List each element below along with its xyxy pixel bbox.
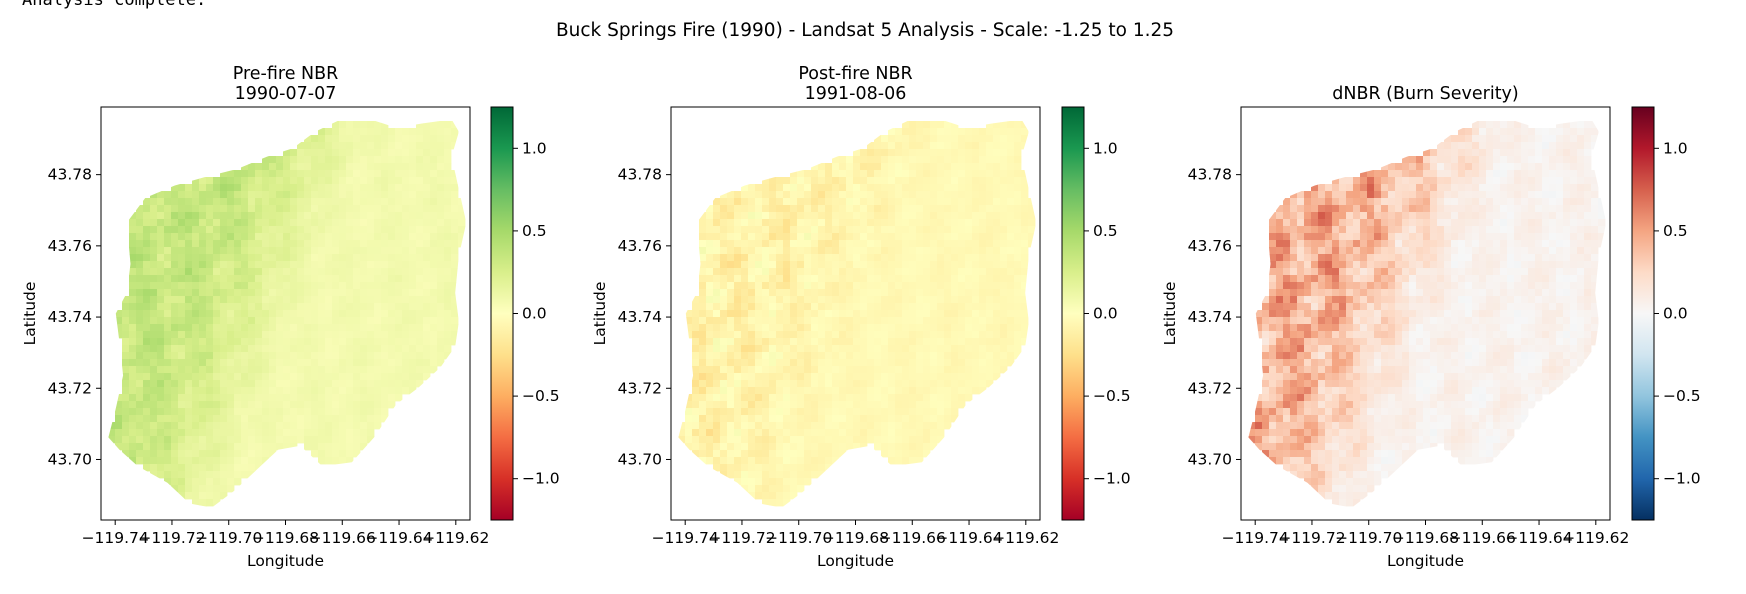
colorbar: [1631, 106, 1655, 521]
x-tick-label: −119.62: [992, 529, 1059, 547]
y-tick-label: 43.72: [618, 379, 662, 397]
y-tick-label: 43.78: [1188, 166, 1232, 184]
panel-title: 1991-08-06: [805, 84, 907, 104]
x-tick-label: −119.62: [422, 529, 489, 547]
y-tick-label: 43.72: [48, 379, 92, 397]
colorbar-tick-label: 0.0: [1663, 305, 1688, 323]
y-tick-label: 43.70: [48, 450, 92, 468]
colorbar-tick-label: 0.5: [1093, 222, 1118, 240]
x-axis-label: Longitude: [1387, 552, 1464, 570]
y-axis-label: Latitude: [591, 282, 609, 346]
x-tick-label: −119.66: [1449, 529, 1516, 547]
y-tick-label: 43.74: [48, 308, 92, 326]
colorbar-tick-label: 1.0: [1093, 139, 1118, 157]
colorbar-tick-label: 1.0: [1663, 139, 1688, 157]
colorbar-tick-label: −1.0: [1093, 470, 1131, 488]
panel-3: dNBR (Burn Severity) −119.74−119.72−119.7…: [1161, 84, 1701, 570]
burn-raster: [108, 121, 466, 507]
burn-raster: [1248, 121, 1606, 507]
y-tick-label: 43.76: [618, 237, 662, 255]
x-tick-label: −119.74: [1222, 529, 1289, 547]
x-tick-label: −119.68: [822, 529, 889, 547]
y-tick-label: 43.76: [48, 237, 92, 255]
panel-1: Pre-fire NBR1990-07-07−119.74−119.72−119…: [21, 64, 560, 570]
colorbar-tick-label: −0.5: [1093, 387, 1131, 405]
x-axis-label: Longitude: [247, 552, 324, 570]
x-tick-label: −119.62: [1562, 529, 1629, 547]
panel-2: Post-fire NBR1991-08-06−119.74−119.72−11…: [591, 64, 1131, 570]
burn-raster: [678, 121, 1036, 507]
colorbar-tick-label: −0.5: [1663, 387, 1701, 405]
colorbar-tick-label: 0.5: [1663, 222, 1688, 240]
y-tick-label: 43.74: [618, 308, 662, 326]
colorbar-tick-label: 0.0: [522, 305, 547, 323]
x-tick-label: −119.72: [138, 529, 205, 547]
x-tick-label: −119.72: [708, 529, 775, 547]
figure-suptitle: Buck Springs Fire (1990) - Landsat 5 Ana…: [556, 20, 1174, 41]
colorbar: [1061, 106, 1085, 521]
y-tick-label: 43.78: [618, 166, 662, 184]
x-tick-label: −119.72: [1278, 529, 1345, 547]
status-output-text: Analysis complete.: [22, 0, 207, 10]
y-axis-label: Latitude: [1161, 282, 1179, 346]
panel-title: Pre-fire NBR: [233, 64, 339, 84]
x-axis-label: Longitude: [817, 552, 894, 570]
x-tick-label: −119.66: [309, 529, 376, 547]
panel-title: Post-fire NBR: [798, 64, 912, 84]
y-tick-label: 43.76: [1188, 237, 1232, 255]
colorbar-tick-label: 1.0: [522, 139, 547, 157]
y-tick-label: 43.70: [1188, 450, 1232, 468]
x-tick-label: −119.74: [82, 529, 149, 547]
x-tick-label: −119.66: [879, 529, 946, 547]
colorbar-tick-label: −1.0: [522, 470, 560, 488]
y-tick-label: 43.78: [48, 166, 92, 184]
x-tick-label: −119.68: [252, 529, 319, 547]
colorbar-tick-label: −0.5: [522, 387, 560, 405]
colorbar-tick-label: 0.0: [1093, 305, 1118, 323]
colorbar-tick-label: −1.0: [1663, 470, 1701, 488]
panel-title: dNBR (Burn Severity): [1332, 84, 1519, 104]
colorbar: [490, 106, 514, 521]
y-tick-label: 43.74: [1188, 308, 1232, 326]
y-tick-label: 43.70: [618, 450, 662, 468]
x-tick-label: −119.74: [652, 529, 719, 547]
panel-title: 1990-07-07: [235, 84, 337, 104]
x-tick-label: −119.64: [935, 529, 1002, 547]
x-tick-label: −119.68: [1392, 529, 1459, 547]
x-tick-label: −119.64: [1505, 529, 1572, 547]
colorbar-tick-label: 0.5: [522, 222, 547, 240]
y-tick-label: 43.72: [1188, 379, 1232, 397]
x-tick-label: −119.70: [1335, 529, 1402, 547]
x-tick-label: −119.64: [365, 529, 432, 547]
y-axis-label: Latitude: [21, 282, 39, 346]
x-tick-label: −119.70: [765, 529, 832, 547]
x-tick-label: −119.70: [195, 529, 262, 547]
